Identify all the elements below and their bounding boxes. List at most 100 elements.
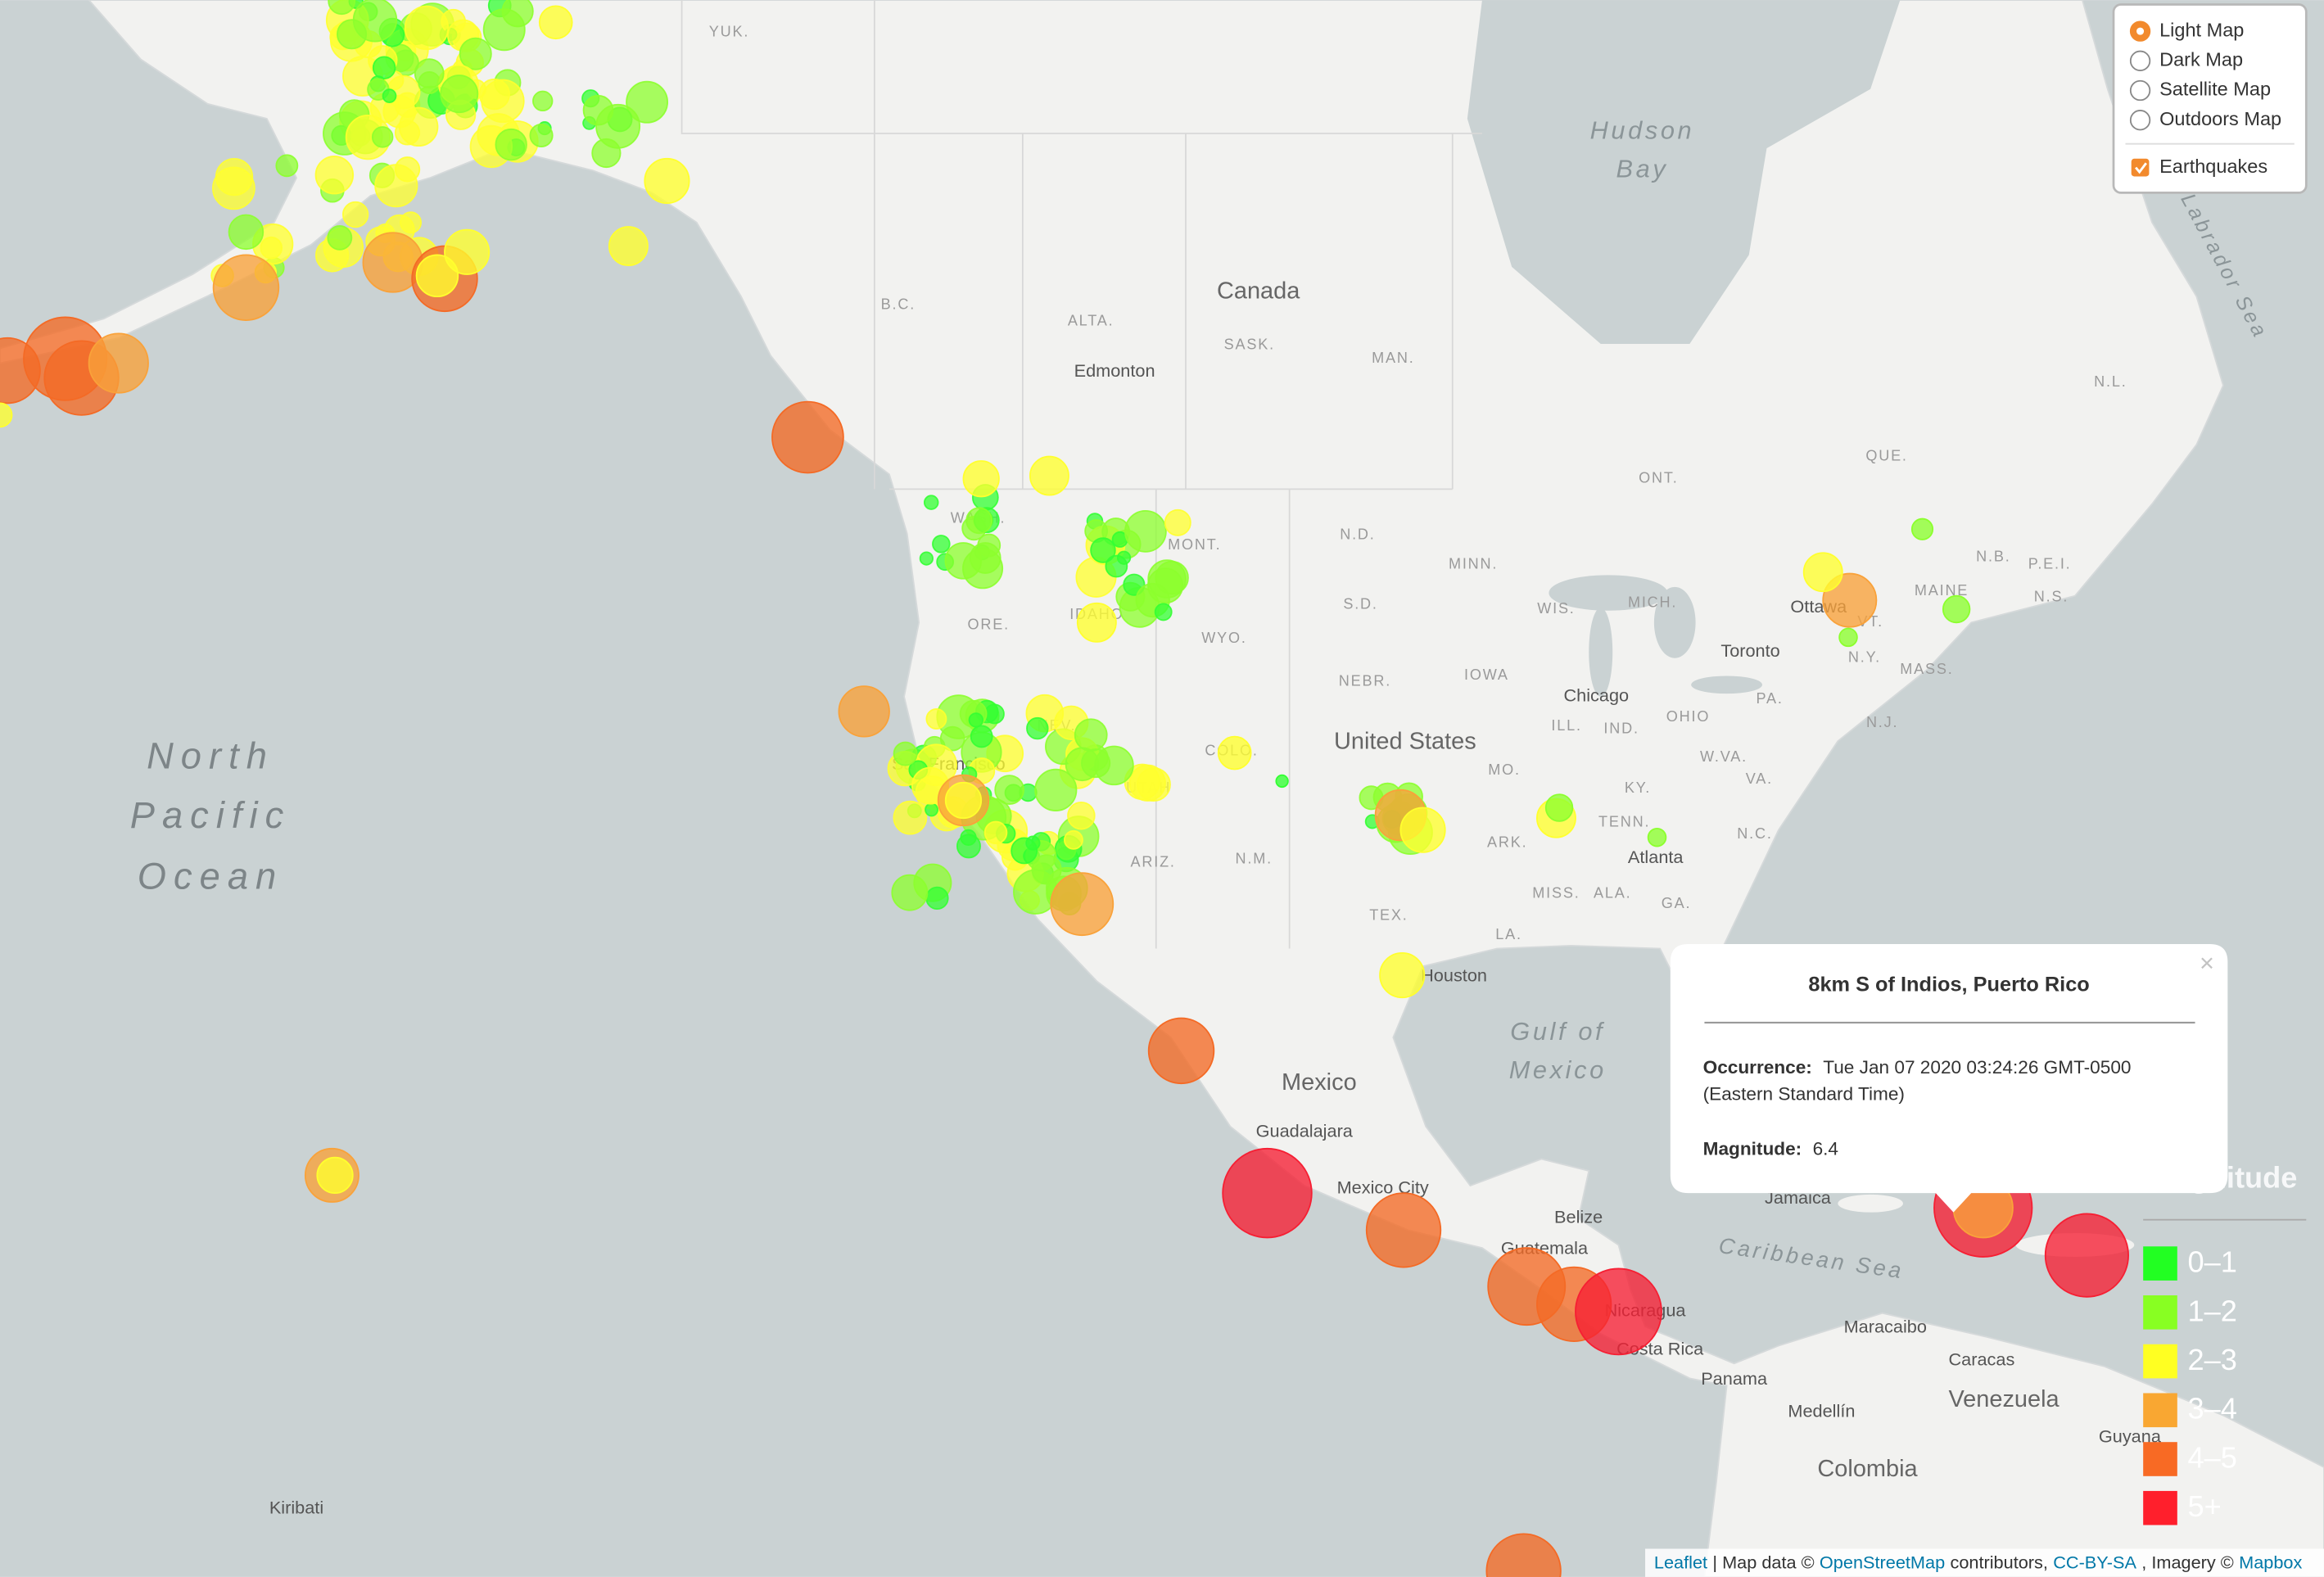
- legend-swatch: [2143, 1246, 2177, 1281]
- place-label: ARK.: [1487, 834, 1527, 851]
- earthquake: [316, 1156, 354, 1195]
- attribution-part[interactable]: Mapbox: [2239, 1552, 2302, 1572]
- earthquake: [327, 224, 353, 251]
- earthquake: [1275, 774, 1289, 788]
- place-label: S.D.: [1343, 595, 1377, 612]
- attribution-box: [1645, 1548, 2324, 1577]
- earthquake: [1217, 735, 1252, 770]
- place-label: N.L.: [2094, 373, 2127, 390]
- place-label: MISS.: [1532, 884, 1580, 901]
- earthquake: [1090, 537, 1116, 563]
- island: [1838, 1194, 1903, 1213]
- place-label: IND.: [1603, 720, 1639, 736]
- earthquake: [1105, 554, 1128, 578]
- place-label: PA.: [1756, 690, 1783, 707]
- place-label: Maracaibo: [1844, 1317, 1927, 1337]
- attribution-part[interactable]: Leaflet: [1654, 1552, 1707, 1572]
- lake: [1691, 676, 1763, 694]
- earthquake: [1802, 552, 1843, 593]
- earthquake: [923, 495, 939, 510]
- earthquake: [337, 19, 368, 50]
- earthquake: [956, 834, 981, 859]
- lake: [1589, 608, 1613, 697]
- place-label: MASS.: [1900, 661, 1953, 677]
- earthquake: [495, 128, 527, 161]
- radio-button[interactable]: [2129, 50, 2151, 71]
- earthquake: [1365, 1192, 1442, 1268]
- place-label: Belize: [1554, 1207, 1603, 1227]
- place-label: Caracas: [1948, 1349, 2014, 1369]
- earthquake: [962, 460, 1000, 498]
- overlay-label[interactable]: Earthquakes: [2159, 156, 2267, 177]
- place-label: N.M.: [1236, 851, 1273, 867]
- earthquake: [1067, 801, 1096, 830]
- place-label: KY.: [1625, 779, 1651, 796]
- place-label: OHIO: [1666, 708, 1710, 725]
- earthquake: [1050, 872, 1115, 937]
- place-label: Medellín: [1788, 1401, 1855, 1421]
- earthquake: [1031, 854, 1062, 885]
- earthquake: [459, 37, 492, 70]
- popup-close[interactable]: ×: [2200, 949, 2214, 978]
- place-label: North: [147, 735, 274, 777]
- earthquake: [965, 507, 993, 535]
- earthquake: [372, 56, 396, 79]
- earthquake: [1124, 509, 1167, 553]
- earthquake: [1147, 559, 1187, 599]
- place-label: MINN.: [1449, 555, 1498, 572]
- place-label: United States: [1334, 729, 1476, 755]
- place-label: Mexico: [1282, 1069, 1357, 1096]
- earthquake: [1137, 767, 1171, 802]
- place-label: N.B.: [1976, 548, 2010, 564]
- place-label: Guadalajara: [1256, 1121, 1354, 1141]
- place-label: QUE.: [1865, 447, 1907, 463]
- earthquake: [919, 551, 934, 566]
- earthquakes: [0, 0, 2129, 1577]
- earthquake: [444, 228, 491, 275]
- earthquake: [415, 254, 459, 298]
- legend-label: 0–1: [2187, 1245, 2236, 1279]
- place-label: P.E.I.: [2028, 555, 2072, 572]
- earthquake: [328, 0, 356, 16]
- layer-control: Light Map Dark Map Satellite Map Outdoors M…: [2112, 3, 2308, 194]
- legend-swatch: [2143, 1393, 2177, 1428]
- attribution-part[interactable]: CC-BY-SA: [2053, 1552, 2136, 1572]
- place-label: ILL.: [1551, 717, 1581, 734]
- earthquake: [215, 157, 254, 197]
- earthquake: [501, 0, 534, 28]
- base-layer-label[interactable]: Dark Map: [2159, 49, 2243, 70]
- place-label: Pacific: [130, 794, 292, 836]
- place-label: W.VA.: [1700, 748, 1748, 765]
- place-label: Mexico: [1509, 1055, 1607, 1084]
- base-layer-label[interactable]: Outdoors Map: [2159, 108, 2281, 129]
- attribution-part[interactable]: OpenStreetMap: [1820, 1552, 1945, 1572]
- earthquake: [1029, 455, 1069, 496]
- attribution-part: , Imagery ©: [2141, 1552, 2233, 1572]
- base-layer-label[interactable]: Light Map: [2159, 19, 2244, 40]
- earthquake: [1026, 716, 1049, 740]
- earthquake: [608, 226, 649, 266]
- magnitude-label: Magnitude:: [1703, 1139, 1802, 1159]
- radio-button[interactable]: [2129, 110, 2151, 131]
- earthquake: [404, 5, 450, 51]
- occurrence-extra: (Eastern Standard Time): [1703, 1084, 1905, 1105]
- place-label: Colombia: [1817, 1456, 1918, 1482]
- place-label: TEX.: [1369, 906, 1408, 923]
- place-label: Canada: [1217, 278, 1300, 304]
- earthquake: [944, 781, 983, 820]
- earthquake: [1011, 837, 1038, 865]
- place-label: VA.: [1746, 770, 1773, 787]
- control-box: [2112, 3, 2308, 194]
- place-label: WYO.: [1201, 630, 1246, 646]
- earthquake: [1544, 793, 1574, 822]
- attribution: Leaflet | Map data © OpenStreetMap contribu…: [1654, 1552, 2303, 1572]
- checkbox[interactable]: [2131, 158, 2150, 177]
- base-layer-label[interactable]: Satellite Map: [2159, 79, 2271, 100]
- earthquake: [1942, 594, 1971, 624]
- radio-button[interactable]: [2129, 79, 2151, 102]
- earthquake: [983, 820, 1008, 845]
- earthquake: [1838, 627, 1858, 648]
- lake: [1653, 586, 1696, 658]
- place-label: B.C.: [881, 296, 916, 313]
